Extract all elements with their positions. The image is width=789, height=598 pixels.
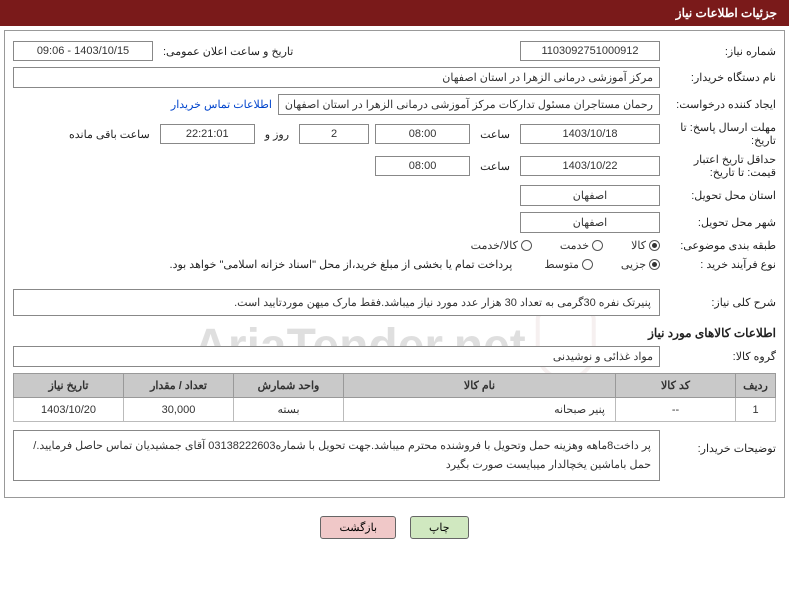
row-need-number: شماره نیاز: 1103092751000912 تاریخ و ساع… — [13, 41, 776, 61]
process-radio-group: جزیی متوسط — [544, 258, 660, 271]
label-remaining: ساعت باقی مانده — [65, 128, 154, 141]
label-buyer-notes: توضیحات خریدار: — [666, 430, 776, 455]
row-buyer-org: نام دستگاه خریدار: مرکز آموزشی درمانی ال… — [13, 67, 776, 88]
cell-need-date: 1403/10/20 — [14, 398, 124, 422]
row-delivery-city: شهر محل تحویل: اصفهان — [13, 212, 776, 233]
radio-option-medium[interactable]: متوسط — [544, 258, 593, 271]
label-deadline-time: ساعت — [476, 128, 514, 141]
page-header: جزئیات اطلاعات نیاز — [0, 0, 789, 26]
row-delivery-province: استان محل تحویل: اصفهان — [13, 185, 776, 206]
col-unit: واحد شمارش — [234, 374, 344, 398]
print-button[interactable]: چاپ — [410, 516, 469, 539]
goods-table: ردیف کد کالا نام کالا واحد شمارش تعداد /… — [13, 373, 776, 422]
row-buyer-notes: توضیحات خریدار: پر داخت8ماهه وهزینه حمل … — [13, 430, 776, 481]
value-buyer-org: مرکز آموزشی درمانی الزهرا در استان اصفها… — [13, 67, 660, 88]
row-category: طبقه بندی موضوعی: کالا خدمت کالا/خدمت — [13, 239, 776, 252]
col-need-date: تاریخ نیاز — [14, 374, 124, 398]
cell-qty: 30,000 — [124, 398, 234, 422]
radio-icon — [582, 259, 593, 270]
label-days: روز و — [261, 128, 293, 141]
category-radio-group: کالا خدمت کالا/خدمت — [471, 239, 660, 252]
radio-icon — [521, 240, 532, 251]
radio-icon — [649, 240, 660, 251]
label-need-desc: شرح کلی نیاز: — [666, 296, 776, 309]
value-deadline-date: 1403/10/18 — [520, 124, 660, 144]
label-process: نوع فرآیند خرید : — [666, 258, 776, 271]
value-days-remaining: 2 — [299, 124, 369, 144]
process-note: پرداخت تمام یا بخشی از مبلغ خرید،از محل … — [170, 258, 513, 271]
label-category: طبقه بندی موضوعی: — [666, 239, 776, 252]
label-goods-group: گروه کالا: — [666, 350, 776, 363]
button-row: چاپ بازگشت — [0, 502, 789, 543]
radio-icon — [592, 240, 603, 251]
row-need-desc: شرح کلی نیاز: پنیرتک نفره 30گرمی به تعدا… — [13, 289, 776, 316]
value-need-desc: پنیرتک نفره 30گرمی به تعداد 30 هزار عدد … — [13, 289, 660, 316]
cell-goods-name: پنیر صبحانه — [344, 398, 616, 422]
label-buyer-org: نام دستگاه خریدار: — [666, 71, 776, 84]
goods-info-title: اطلاعات کالاهای مورد نیاز — [13, 326, 776, 340]
label-province: استان محل تحویل: — [666, 189, 776, 202]
radio-option-minor[interactable]: جزیی — [621, 258, 660, 271]
row-goods-group: گروه کالا: مواد غذائی و نوشیدنی — [13, 346, 776, 367]
label-validity-time: ساعت — [476, 160, 514, 173]
value-goods-group: مواد غذائی و نوشیدنی — [13, 346, 660, 367]
value-need-no: 1103092751000912 — [520, 41, 660, 61]
table-row: 1 -- پنیر صبحانه بسته 30,000 1403/10/20 — [14, 398, 776, 422]
value-requester: رحمان مستاجران مسئول تدارکات مرکز آموزشی… — [278, 94, 660, 115]
page-title: جزئیات اطلاعات نیاز — [676, 6, 777, 20]
col-qty: تعداد / مقدار — [124, 374, 234, 398]
table-header-row: ردیف کد کالا نام کالا واحد شمارش تعداد /… — [14, 374, 776, 398]
row-requester: ایجاد کننده درخواست: رحمان مستاجران مسئو… — [13, 94, 776, 115]
value-countdown: 22:21:01 — [160, 124, 255, 144]
cell-row-no: 1 — [736, 398, 776, 422]
label-need-no: شماره نیاز: — [666, 45, 776, 58]
row-price-validity: حداقل تاریخ اعتبار قیمت: تا تاریخ: 1403/… — [13, 153, 776, 179]
radio-option-goods[interactable]: کالا — [631, 239, 660, 252]
radio-icon — [649, 259, 660, 270]
value-deadline-time: 08:00 — [375, 124, 470, 144]
label-requester: ایجاد کننده درخواست: — [666, 98, 776, 111]
cell-unit: بسته — [234, 398, 344, 422]
label-reply-deadline: مهلت ارسال پاسخ: تا تاریخ: — [666, 121, 776, 147]
row-process: نوع فرآیند خرید : جزیی متوسط پرداخت تمام… — [13, 258, 776, 271]
radio-option-service[interactable]: خدمت — [560, 239, 603, 252]
label-announce-date: تاریخ و ساعت اعلان عمومی: — [159, 45, 297, 58]
value-city: اصفهان — [520, 212, 660, 233]
label-city: شهر محل تحویل: — [666, 216, 776, 229]
cell-goods-code: -- — [616, 398, 736, 422]
value-province: اصفهان — [520, 185, 660, 206]
col-goods-code: کد کالا — [616, 374, 736, 398]
col-goods-name: نام کالا — [344, 374, 616, 398]
value-announce-date: 1403/10/15 - 09:06 — [13, 41, 153, 61]
value-validity-date: 1403/10/22 — [520, 156, 660, 176]
col-row-no: ردیف — [736, 374, 776, 398]
value-validity-time: 08:00 — [375, 156, 470, 176]
content-panel: AriaTender.net شماره نیاز: 1103092751000… — [4, 30, 785, 498]
back-button[interactable]: بازگشت — [320, 516, 396, 539]
radio-option-both[interactable]: کالا/خدمت — [471, 239, 532, 252]
value-buyer-notes: پر داخت8ماهه وهزینه حمل وتحویل با فروشند… — [13, 430, 660, 481]
link-buyer-contact[interactable]: اطلاعات تماس خریدار — [171, 98, 272, 111]
label-price-validity: حداقل تاریخ اعتبار قیمت: تا تاریخ: — [666, 153, 776, 179]
row-reply-deadline: مهلت ارسال پاسخ: تا تاریخ: 1403/10/18 سا… — [13, 121, 776, 147]
